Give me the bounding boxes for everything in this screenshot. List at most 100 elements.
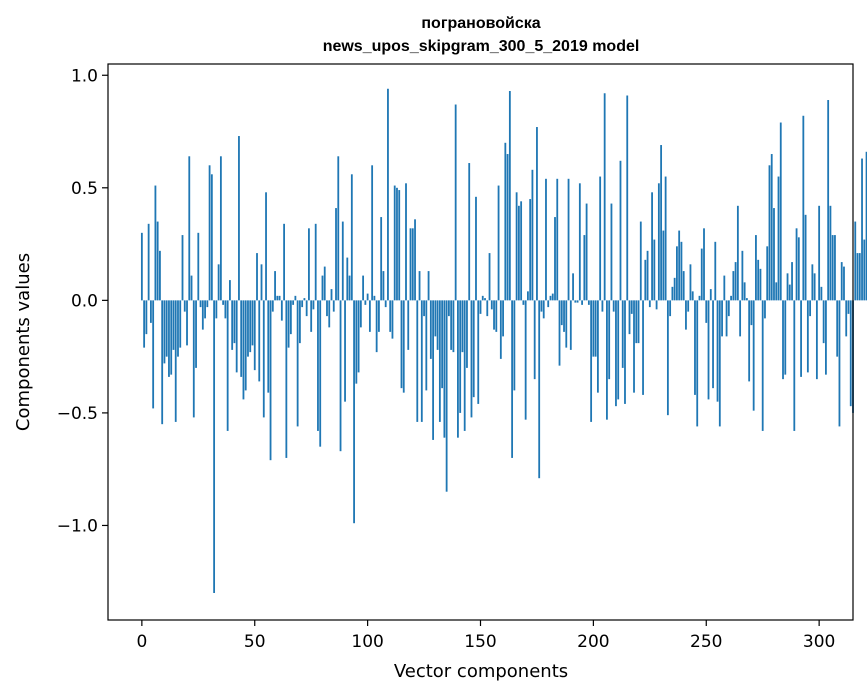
bar-256 xyxy=(718,300,721,427)
bar-218 xyxy=(633,300,635,393)
bar-105 xyxy=(378,300,380,332)
bar-24 xyxy=(195,300,197,368)
bar-129 xyxy=(432,300,434,440)
bar-254 xyxy=(714,241,717,301)
bar-267 xyxy=(743,282,746,301)
bar-14 xyxy=(172,300,175,350)
bar-285 xyxy=(784,300,787,375)
bar-41 xyxy=(233,300,236,344)
bar-179 xyxy=(545,178,547,301)
bar-43 xyxy=(238,136,240,301)
bar-251 xyxy=(707,300,710,400)
bar-297 xyxy=(811,264,814,301)
bar-110 xyxy=(389,300,392,332)
bar-160 xyxy=(502,300,504,337)
bar-53 xyxy=(260,264,263,301)
bar-260 xyxy=(727,300,730,317)
bar-201 xyxy=(594,300,597,357)
bar-194 xyxy=(578,183,581,301)
bar-72 xyxy=(303,298,306,301)
bar-163 xyxy=(508,91,511,301)
bar-151 xyxy=(481,295,484,301)
y-tick-label: −1.0 xyxy=(57,516,98,536)
bar-237 xyxy=(676,246,678,301)
bar-306 xyxy=(831,235,834,301)
bar-221 xyxy=(639,221,642,301)
bar-154 xyxy=(488,253,491,301)
bar-196 xyxy=(583,235,586,301)
bar-232 xyxy=(664,176,667,301)
bar-23 xyxy=(192,300,195,418)
bar-136 xyxy=(447,300,450,317)
bar-296 xyxy=(809,300,812,317)
bar-88 xyxy=(339,300,342,452)
bar-46 xyxy=(244,300,247,391)
bar-18 xyxy=(181,235,184,301)
bar-230 xyxy=(660,145,663,301)
bar-26 xyxy=(199,300,202,308)
bar-126 xyxy=(425,300,428,391)
bar-247 xyxy=(698,295,701,301)
bar-84 xyxy=(330,289,333,301)
bar-146 xyxy=(470,300,473,418)
bar-67 xyxy=(292,300,295,305)
bar-44 xyxy=(240,300,243,377)
bar-140 xyxy=(457,300,459,438)
bar-225 xyxy=(648,300,651,308)
bar-289 xyxy=(793,300,796,431)
bar-61 xyxy=(278,295,281,301)
bar-224 xyxy=(646,250,649,301)
bar-48 xyxy=(249,300,252,353)
bar-243 xyxy=(689,264,692,301)
bar-34 xyxy=(217,264,220,301)
bar-68 xyxy=(294,295,297,301)
bar-187 xyxy=(563,300,565,332)
bar-258 xyxy=(723,275,726,301)
bar-317 xyxy=(856,253,859,301)
bar-280 xyxy=(773,208,775,301)
bar-108 xyxy=(384,300,387,308)
bar-9 xyxy=(161,300,164,425)
bar-309 xyxy=(838,300,841,427)
bar-299 xyxy=(815,300,818,380)
bar-7 xyxy=(156,221,159,301)
bar-188 xyxy=(565,300,568,348)
bar-113 xyxy=(396,187,398,301)
bar-79 xyxy=(319,300,322,447)
chart-title-line1: пограновойска xyxy=(421,15,540,32)
bar-99 xyxy=(364,300,367,305)
bar-269 xyxy=(748,300,751,382)
bar-142 xyxy=(461,300,464,353)
bar-96 xyxy=(357,300,360,373)
bar-54 xyxy=(262,300,265,418)
bar-156 xyxy=(493,300,495,330)
bar-202 xyxy=(596,300,599,393)
bar-60 xyxy=(276,295,279,301)
bar-137 xyxy=(450,300,453,350)
bar-229 xyxy=(657,183,660,301)
bar-282 xyxy=(777,176,780,301)
y-tick-label: 0.5 xyxy=(71,179,98,199)
bar-313 xyxy=(847,300,850,314)
bar-203 xyxy=(599,176,602,301)
bar-274 xyxy=(759,268,762,301)
bar-320 xyxy=(863,239,866,301)
bar-261 xyxy=(730,295,732,301)
bar-118 xyxy=(407,300,410,350)
bar-235 xyxy=(671,286,674,301)
bar-302 xyxy=(822,300,825,344)
bar-207 xyxy=(608,300,611,380)
bar-130 xyxy=(434,300,437,337)
x-tick-label: 250 xyxy=(690,632,722,652)
bar-180 xyxy=(547,300,550,308)
bar-211 xyxy=(617,300,620,400)
plot-area-frame xyxy=(107,63,854,621)
bar-114 xyxy=(398,190,401,301)
bar-295 xyxy=(806,300,809,373)
bar-97 xyxy=(359,300,362,328)
bar-47 xyxy=(247,300,249,357)
bar-70 xyxy=(298,300,301,344)
bar-208 xyxy=(610,203,613,301)
bar-174 xyxy=(533,300,536,380)
bar-86 xyxy=(335,208,337,301)
